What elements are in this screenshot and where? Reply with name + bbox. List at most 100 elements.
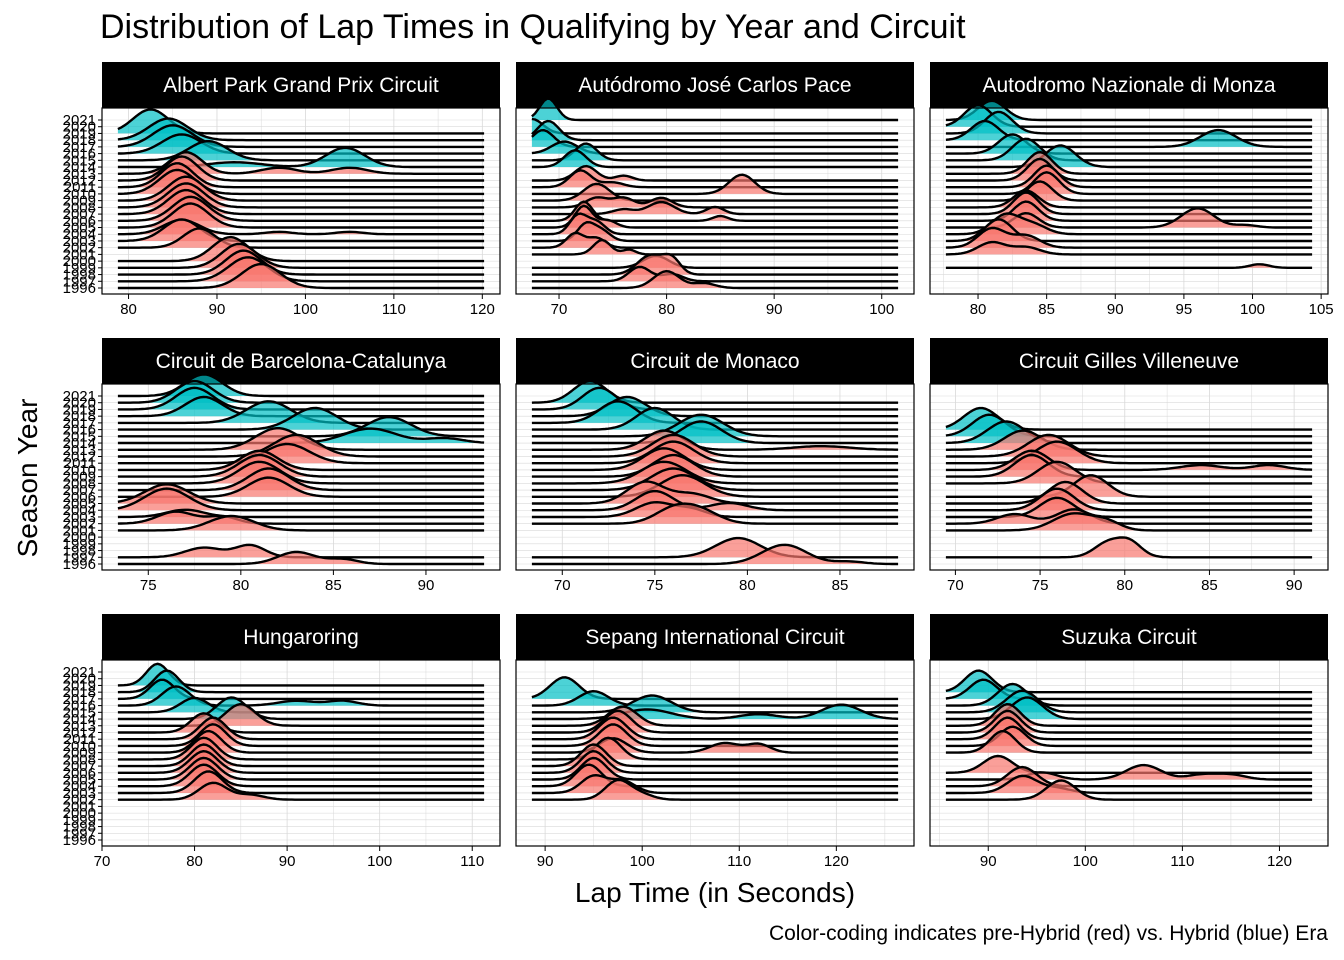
ridge-line-2003 <box>117 218 485 243</box>
x-tick-label: 80 <box>232 577 249 594</box>
x-tick-label: 120 <box>1267 853 1292 870</box>
x-tick-label: 80 <box>186 853 203 870</box>
x-tick-label: 80 <box>739 577 756 594</box>
panel-border <box>515 659 915 847</box>
ridge-line-1997 <box>117 256 485 283</box>
x-tick-label: 120 <box>470 301 495 318</box>
y-tick-label: 2020 <box>63 119 96 136</box>
ridge-area-2014 <box>531 421 899 443</box>
ridge-line-2015 <box>945 689 1313 714</box>
y-tick-label: 2002 <box>63 240 96 257</box>
ridge-area-1997 <box>945 537 1313 558</box>
y-tick-label: 2012 <box>63 172 96 189</box>
ridge-line-2018 <box>117 669 485 694</box>
ridge-area-2001 <box>945 242 1313 255</box>
y-tick-label: 1999 <box>63 536 96 553</box>
ridge-line-2020 <box>117 379 485 404</box>
ridge-line-2011 <box>945 716 1313 741</box>
facet-strip-label: Sepang International Circuit <box>585 626 844 649</box>
ridge-area-2017 <box>531 401 899 423</box>
y-tick-label: 2006 <box>63 489 96 506</box>
y-tick-label: 1998 <box>63 267 96 284</box>
y-tick-label: 2008 <box>63 475 96 492</box>
ridge-line-2005 <box>531 756 899 781</box>
ridge-line-2021 <box>531 97 899 122</box>
ridge-area-2016 <box>117 408 485 430</box>
ridge-line-1998 <box>531 252 899 276</box>
ridge-line-2011 <box>117 442 485 465</box>
facet-strip-label: Autodromo Nazionale di Monza <box>983 74 1276 97</box>
y-tick-label: 2006 <box>63 213 96 230</box>
y-tick-label: 2010 <box>63 738 96 755</box>
facet-strip <box>102 614 500 660</box>
panel-9: Suzuka Circuit 90 100 110 120 <box>929 614 1329 870</box>
ridge-line-2002 <box>945 779 1313 801</box>
ridge-line-2008 <box>117 460 485 485</box>
ridge-line-2009 <box>945 453 1313 478</box>
ridge-line-2009 <box>117 453 485 478</box>
x-tick-label: 90 <box>537 853 554 870</box>
ridge-line-2019 <box>531 386 899 411</box>
ridge-line-2003 <box>531 221 899 243</box>
ridge-line-1997 <box>945 536 1313 559</box>
ridge-area-2005 <box>117 203 485 228</box>
x-tick-label: 70 <box>94 853 111 870</box>
ridge-line-1997 <box>531 265 899 283</box>
facet-strip <box>102 62 500 108</box>
y-tick-label: 2016 <box>63 422 96 439</box>
y-tick-label: 1996 <box>63 556 96 573</box>
x-tick-label: 100 <box>630 853 655 870</box>
ridge-line-2005 <box>117 756 485 781</box>
ridge-area-2009 <box>531 183 899 201</box>
ridge-line-1999 <box>945 263 1313 269</box>
x-tick-label: 85 <box>325 577 342 594</box>
ridge-line-2016 <box>117 133 485 155</box>
ridge-line-2007 <box>117 188 485 216</box>
chart-caption: Color-coding indicates pre-Hybrid (red) … <box>768 922 1328 945</box>
ridge-line-2004 <box>945 487 1313 512</box>
ridge-line-2019 <box>945 110 1313 135</box>
x-tick-label: 85 <box>1201 577 1218 594</box>
ridge-line-2010 <box>117 168 485 196</box>
y-tick-label: 2004 <box>63 502 96 519</box>
x-tick-label: 105 <box>1309 301 1334 318</box>
ridge-line-2009 <box>117 729 485 754</box>
y-tick-label: 2013 <box>63 442 96 459</box>
y-tick-label: 2015 <box>63 152 96 169</box>
ridge-line-2020 <box>531 379 899 404</box>
ridge-area-2004 <box>945 488 1313 511</box>
y-tick-label: 2002 <box>63 516 96 533</box>
ridge-area-1996 <box>531 544 899 564</box>
ridge-line-2003 <box>531 774 899 795</box>
y-tick-label: 2005 <box>63 496 96 513</box>
x-tick-label: 100 <box>1240 301 1265 318</box>
y-tick-label: 2018 <box>63 132 96 149</box>
ridge-line-2008 <box>531 460 899 485</box>
ridge-area-2002 <box>117 782 485 800</box>
y-tick-label: 2014 <box>63 435 96 452</box>
panel-border <box>929 107 1329 295</box>
ridge-line-2003 <box>117 770 485 795</box>
ridge-area-2009 <box>945 731 1313 753</box>
y-tick-label: 2013 <box>63 718 96 735</box>
ridge-area-2002 <box>945 228 1313 248</box>
ridge-line-2004 <box>531 763 899 788</box>
ridge-area-2003 <box>117 509 485 517</box>
panel-border <box>929 659 1329 847</box>
ridge-line-2007 <box>531 743 899 768</box>
y-tick-label: 2001 <box>63 522 96 539</box>
y-tick-label: 1996 <box>63 832 96 849</box>
ridge-line-2002 <box>531 502 899 525</box>
x-tick-label: 90 <box>766 301 783 318</box>
facet-strip-label: Circuit Gilles Villeneuve <box>1019 350 1239 373</box>
ridge-line-2001 <box>945 240 1313 256</box>
ridge-line-2007 <box>945 191 1313 216</box>
y-tick-label: 2004 <box>63 226 96 243</box>
ridge-line-2017 <box>117 124 485 149</box>
ridge-line-2008 <box>117 736 485 761</box>
y-tick-label: 2015 <box>63 428 96 445</box>
ridge-line-1999 <box>531 254 899 269</box>
y-tick-label: 2003 <box>63 233 96 250</box>
